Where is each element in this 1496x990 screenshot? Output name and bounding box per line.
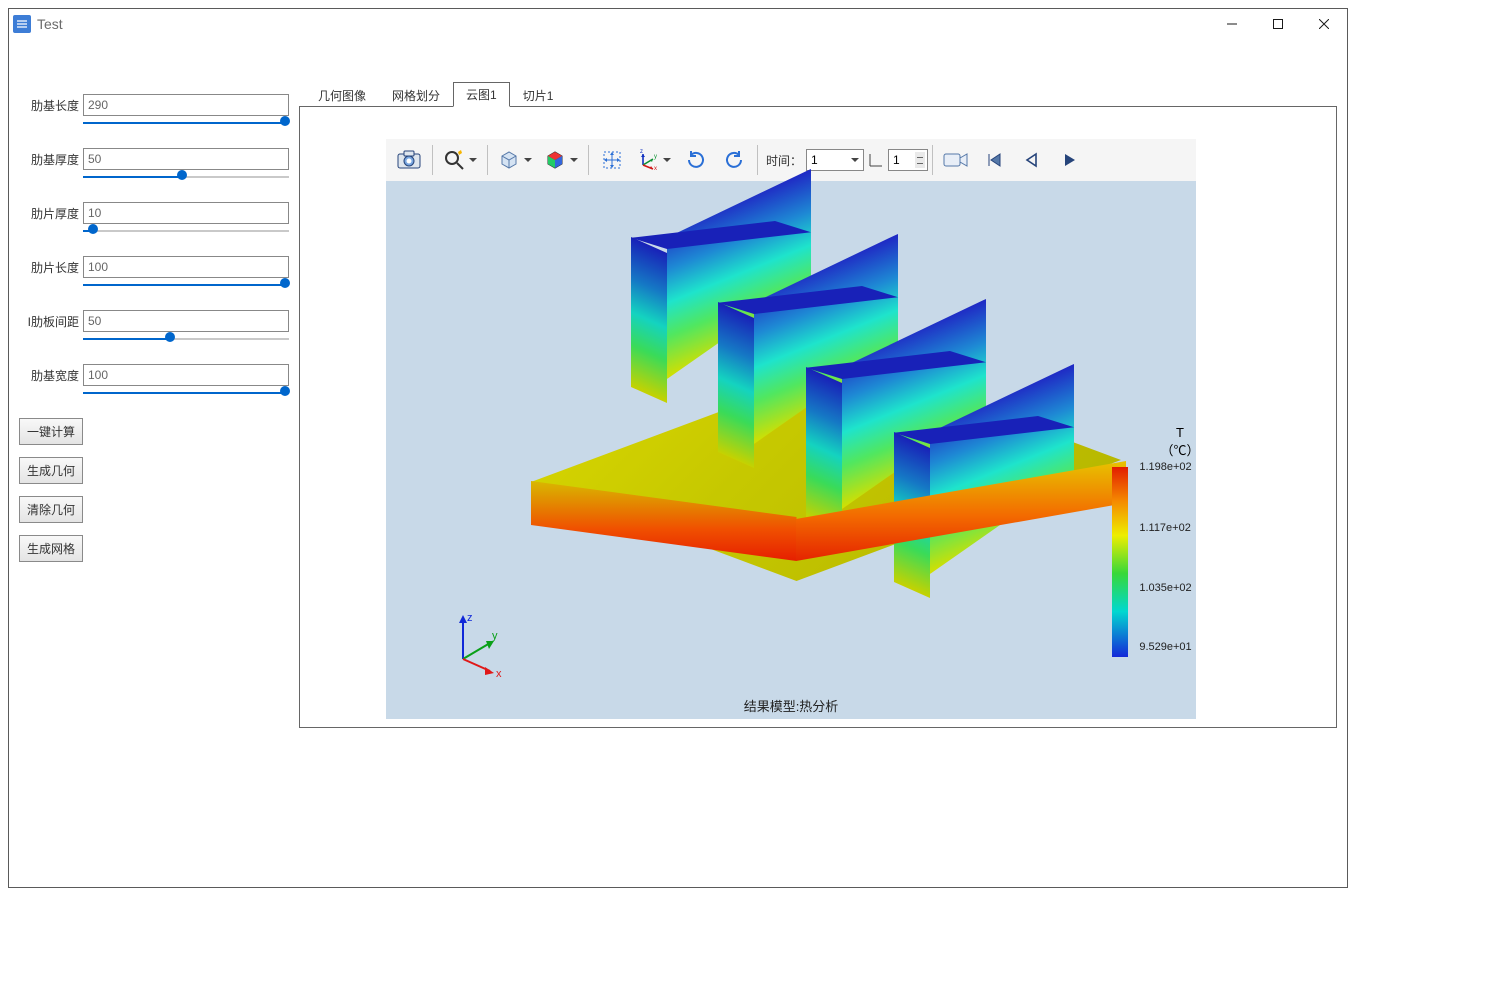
transparency-icon[interactable] xyxy=(493,142,537,178)
legend-tick: 1.035e+02 xyxy=(1139,582,1191,594)
record-icon[interactable] xyxy=(938,142,974,178)
svg-text:y: y xyxy=(654,154,657,160)
time-combo[interactable]: 1 xyxy=(806,149,864,171)
titlebar: Test xyxy=(9,9,1347,39)
clear-geo-button[interactable]: 清除几何 xyxy=(19,496,83,523)
rotate-ccw-icon[interactable] xyxy=(716,142,752,178)
window-controls xyxy=(1209,9,1347,39)
main-area: 几何图像网格划分云图1切片1 xyxy=(299,39,1347,887)
tab-1[interactable]: 网格划分 xyxy=(379,83,453,107)
legend-tick: 1.117e+02 xyxy=(1139,522,1191,534)
param-input[interactable] xyxy=(83,202,289,224)
maximize-button[interactable] xyxy=(1255,9,1301,39)
canvas-3d[interactable]: z y x 结果模型:热分析 xyxy=(386,181,1196,719)
gen-geo-button[interactable]: 生成几何 xyxy=(19,457,83,484)
param-row-3: 肋片长度 xyxy=(19,256,289,278)
play-icon[interactable] xyxy=(1052,142,1088,178)
colorcube-icon[interactable] xyxy=(539,142,583,178)
time-label: 时间： xyxy=(766,152,802,169)
param-slider[interactable] xyxy=(83,120,289,126)
zoom-icon[interactable] xyxy=(438,142,482,178)
svg-text:z: z xyxy=(640,149,643,155)
param-input[interactable] xyxy=(83,310,289,332)
close-button[interactable] xyxy=(1301,9,1347,39)
param-slider[interactable] xyxy=(83,282,289,288)
param-input[interactable] xyxy=(83,94,289,116)
legend-bar xyxy=(1112,467,1128,657)
tab-2[interactable]: 云图1 xyxy=(453,82,510,107)
color-legend: T （℃） 1.198e+02 1.117e+02 1.035e+02 9.529e+… xyxy=(1090,425,1270,657)
param-label: 肋片长度 xyxy=(19,259,79,276)
window-title: Test xyxy=(37,16,63,32)
legend-labels: 1.198e+021.117e+021.035e+029.529e+01 xyxy=(1139,467,1239,657)
param-row-0: 肋基长度 xyxy=(19,94,289,116)
param-row-4: I肋板间距 xyxy=(19,310,289,332)
param-slider[interactable] xyxy=(83,336,289,342)
param-row-5: 肋基宽度 xyxy=(19,364,289,386)
fit-view-icon[interactable] xyxy=(594,142,630,178)
gen-mesh-button[interactable]: 生成网格 xyxy=(19,535,83,562)
model xyxy=(476,241,1066,661)
tab-3[interactable]: 切片1 xyxy=(510,83,567,107)
svg-text:x: x xyxy=(496,668,502,679)
param-label: 肋基长度 xyxy=(19,97,79,114)
axis-triad: z y x xyxy=(448,609,508,669)
svg-text:z: z xyxy=(467,612,473,624)
rotate-cw-icon[interactable] xyxy=(678,142,714,178)
action-buttons: 一键计算 生成几何 清除几何 生成网格 xyxy=(19,418,289,562)
model-caption: 结果模型:热分析 xyxy=(744,696,839,715)
param-slider[interactable] xyxy=(83,228,289,234)
param-slider[interactable] xyxy=(83,174,289,180)
tab-0[interactable]: 几何图像 xyxy=(305,83,379,107)
first-frame-icon[interactable] xyxy=(976,142,1012,178)
frame-spin[interactable]: 1 xyxy=(888,149,928,171)
angle-icon[interactable] xyxy=(865,142,887,178)
snapshot-icon[interactable] xyxy=(391,142,427,178)
legend-title: T xyxy=(1090,425,1270,440)
param-slider[interactable] xyxy=(83,390,289,396)
param-row-1: 肋基厚度 xyxy=(19,148,289,170)
param-input[interactable] xyxy=(83,364,289,386)
param-input[interactable] xyxy=(83,256,289,278)
window-frame: Test 肋基长度肋基厚度肋片厚度肋片长度 I肋板间距肋基宽度 一键计算 生成几何… xyxy=(8,8,1348,888)
viewer-toolbar: z y x 时间： 1 1 xyxy=(386,139,1196,181)
svg-text:x: x xyxy=(654,166,657,171)
orientation-icon[interactable]: z y x xyxy=(632,142,676,178)
app-icon xyxy=(13,15,31,33)
sidebar: 肋基长度肋基厚度肋片厚度肋片长度 I肋板间距肋基宽度 一键计算 生成几何 清除几何… xyxy=(9,39,299,887)
prev-frame-icon[interactable] xyxy=(1014,142,1050,178)
param-label: I肋板间距 xyxy=(19,313,79,330)
param-input[interactable] xyxy=(83,148,289,170)
legend-unit: （℃） xyxy=(1090,440,1270,459)
param-label: 肋基厚度 xyxy=(19,151,79,168)
param-row-2: 肋片厚度 xyxy=(19,202,289,224)
param-label: 肋基宽度 xyxy=(19,367,79,384)
minimize-button[interactable] xyxy=(1209,9,1255,39)
param-label: 肋片厚度 xyxy=(19,205,79,222)
legend-tick: 9.529e+01 xyxy=(1139,641,1191,653)
calc-button[interactable]: 一键计算 xyxy=(19,418,83,445)
viewer: z y x 时间： 1 1 xyxy=(386,139,1196,719)
tabs: 几何图像网格划分云图1切片1 xyxy=(305,85,1337,107)
legend-tick: 1.198e+02 xyxy=(1139,461,1191,473)
content-panel: z y x 时间： 1 1 xyxy=(299,106,1337,728)
svg-text:y: y xyxy=(492,630,498,642)
